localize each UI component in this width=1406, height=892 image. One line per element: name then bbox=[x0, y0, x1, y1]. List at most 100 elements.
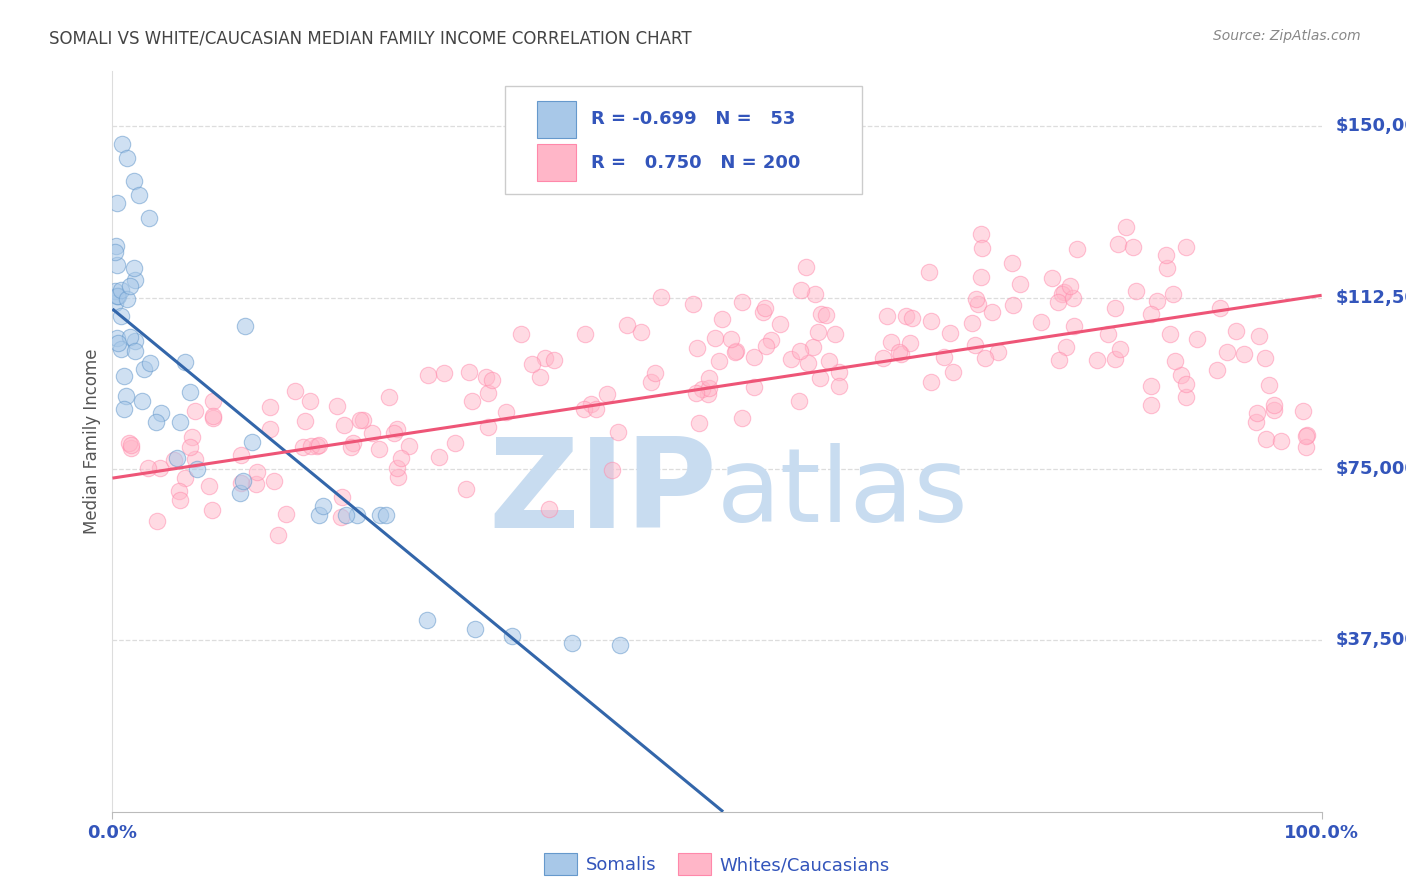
Point bbox=[797, 356, 820, 370]
Point bbox=[183, 404, 205, 418]
Point bbox=[794, 260, 817, 274]
Point bbox=[118, 279, 141, 293]
Point bbox=[1107, 237, 1129, 252]
Text: SOMALI VS WHITE/CAUCASIAN MEDIAN FAMILY INCOME CORRELATION CHART: SOMALI VS WHITE/CAUCASIAN MEDIAN FAMILY … bbox=[49, 29, 692, 47]
Point bbox=[259, 400, 281, 414]
Point bbox=[970, 241, 993, 255]
Point bbox=[1174, 390, 1197, 404]
Point bbox=[1254, 351, 1277, 366]
Point bbox=[352, 413, 374, 427]
Point bbox=[1062, 292, 1084, 306]
Point bbox=[122, 260, 145, 275]
Point bbox=[131, 393, 153, 408]
Point bbox=[509, 326, 531, 341]
Point bbox=[329, 510, 352, 524]
Point bbox=[1246, 407, 1268, 421]
Point bbox=[169, 415, 191, 429]
Point bbox=[1161, 287, 1184, 301]
Point bbox=[299, 393, 322, 408]
Point bbox=[581, 397, 603, 411]
Point bbox=[457, 364, 479, 378]
Point bbox=[389, 450, 412, 465]
Point bbox=[346, 508, 368, 522]
Point bbox=[894, 309, 917, 323]
Point bbox=[432, 367, 454, 381]
Point bbox=[110, 284, 132, 298]
Point bbox=[697, 381, 720, 395]
Point bbox=[349, 413, 371, 427]
Point bbox=[827, 379, 849, 393]
FancyBboxPatch shape bbox=[537, 101, 575, 138]
Point bbox=[291, 440, 314, 454]
FancyBboxPatch shape bbox=[537, 145, 575, 181]
Point bbox=[461, 393, 484, 408]
Point bbox=[1296, 427, 1319, 442]
Point bbox=[742, 380, 765, 394]
Point bbox=[416, 368, 439, 382]
Point bbox=[973, 351, 995, 365]
Point bbox=[1257, 377, 1279, 392]
Point bbox=[174, 355, 197, 369]
Point bbox=[259, 422, 281, 436]
Point bbox=[1085, 352, 1108, 367]
Point bbox=[202, 394, 225, 409]
Point bbox=[1125, 284, 1147, 298]
Point bbox=[340, 440, 363, 454]
Point bbox=[685, 386, 707, 401]
Point bbox=[174, 471, 197, 485]
Point bbox=[1175, 240, 1198, 254]
Point bbox=[138, 211, 160, 225]
Point bbox=[276, 507, 298, 521]
Point bbox=[529, 369, 551, 384]
Point bbox=[1122, 240, 1144, 254]
Point bbox=[707, 353, 730, 368]
Point bbox=[1292, 404, 1315, 418]
Point bbox=[387, 470, 409, 484]
Point bbox=[534, 351, 557, 365]
Point bbox=[464, 622, 486, 636]
Text: ZIP: ZIP bbox=[488, 433, 717, 554]
Point bbox=[815, 308, 838, 322]
Point bbox=[118, 436, 141, 450]
Point bbox=[263, 475, 285, 489]
Point bbox=[1104, 352, 1126, 367]
Point bbox=[981, 304, 1004, 318]
Point bbox=[110, 342, 132, 356]
Point bbox=[724, 345, 747, 359]
Point bbox=[121, 438, 143, 452]
Point bbox=[1247, 329, 1270, 343]
Point bbox=[149, 460, 172, 475]
Point bbox=[266, 528, 288, 542]
Point bbox=[385, 422, 408, 436]
Point bbox=[477, 420, 499, 434]
Point bbox=[124, 334, 146, 348]
Point bbox=[697, 386, 720, 401]
Point bbox=[522, 357, 544, 371]
Text: $37,500: $37,500 bbox=[1336, 632, 1406, 649]
Point bbox=[731, 411, 754, 425]
Point bbox=[574, 326, 596, 341]
Point bbox=[375, 508, 398, 522]
Point bbox=[609, 638, 631, 652]
Point bbox=[650, 290, 672, 304]
Point bbox=[169, 484, 191, 499]
Point bbox=[495, 405, 517, 419]
Point bbox=[787, 393, 810, 408]
Point bbox=[803, 287, 825, 301]
Point bbox=[742, 350, 765, 364]
Point bbox=[1263, 402, 1285, 417]
Text: atlas: atlas bbox=[717, 442, 969, 544]
Point bbox=[104, 284, 127, 298]
Point bbox=[308, 508, 330, 522]
Point bbox=[818, 354, 841, 368]
Point bbox=[1270, 434, 1292, 449]
Point bbox=[163, 452, 186, 467]
Point bbox=[1154, 248, 1177, 262]
Point bbox=[1216, 344, 1239, 359]
Point bbox=[475, 370, 498, 384]
Point bbox=[301, 439, 323, 453]
Point bbox=[1156, 260, 1178, 275]
Point bbox=[962, 316, 984, 330]
Point bbox=[724, 343, 747, 358]
Point bbox=[789, 343, 811, 358]
